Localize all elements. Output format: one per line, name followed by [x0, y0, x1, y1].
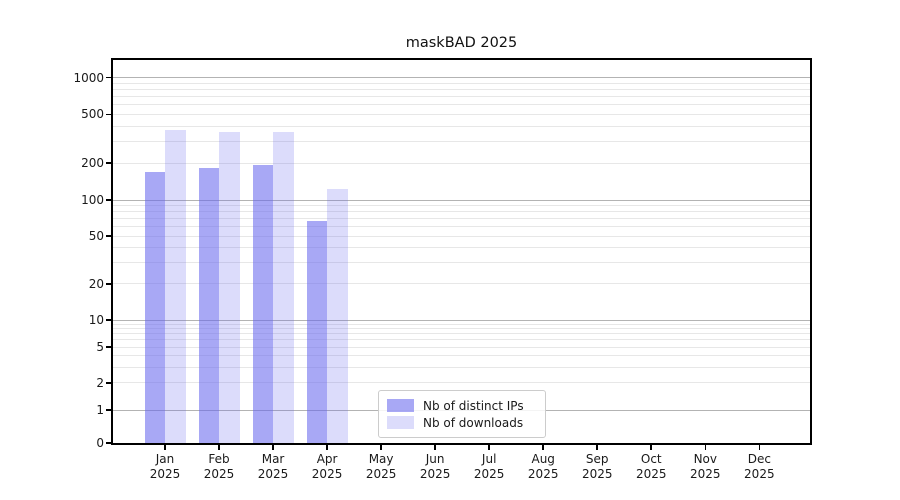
gridline-minor-30 [113, 262, 810, 264]
gridline-minor-7 [113, 333, 810, 335]
y-tick-label-0: 0 [96, 436, 104, 450]
gridline-minor-300 [113, 141, 810, 143]
y-tick-mark-20 [106, 283, 111, 285]
x-tick-label-dec: Dec 2025 [744, 452, 775, 481]
x-tick-label-sep: Sep 2025 [581, 452, 613, 481]
gridline-minor-500 [113, 113, 810, 115]
gridline-minor-900 [113, 82, 810, 84]
y-tick-label-1: 1 [96, 403, 104, 417]
gridline-minor-700 [113, 95, 810, 97]
legend-item-distinct-ips: Nb of distinct IPs [387, 397, 537, 414]
y-tick-label-100: 100 [81, 193, 104, 207]
legend-item-downloads: Nb of downloads [387, 414, 537, 431]
y-tick-label-20: 20 [88, 276, 104, 291]
y-tick-label-50: 50 [88, 229, 104, 244]
gridline-major-10 [113, 319, 810, 321]
legend-swatch-distinct-ips [387, 399, 414, 412]
y-tick-label-500: 500 [81, 107, 104, 122]
gridline-minor-2 [113, 382, 810, 384]
gridline-minor-200 [113, 162, 810, 164]
y-tick-mark-0 [106, 442, 111, 444]
x-tick-label-feb: Feb 2025 [203, 452, 235, 481]
x-tick-mark-jun [434, 445, 436, 450]
gridline-major-100 [113, 199, 810, 201]
y-tick-label-5: 5 [96, 340, 104, 355]
gridline-minor-3 [113, 366, 810, 368]
y-tick-mark-1000 [106, 76, 111, 79]
x-tick-mark-aug [542, 445, 544, 450]
x-tick-mark-nov [704, 445, 707, 450]
bar-downloads-feb [219, 132, 240, 443]
x-tick-mark-oct [650, 445, 653, 450]
chart-title: maskBAD 2025 [405, 35, 518, 51]
y-tick-label-10: 10 [88, 313, 104, 327]
y-tick-label-2: 2 [96, 375, 104, 390]
gridline-minor-4 [113, 355, 810, 357]
plot-area: Nb of distinct IPs Nb of downloads [111, 58, 812, 445]
x-tick-mark-mar [272, 445, 274, 450]
gridline-minor-70 [113, 218, 810, 220]
y-tick-mark-200 [106, 162, 111, 164]
gridline-minor-5 [113, 346, 810, 348]
x-tick-mark-may [380, 445, 382, 450]
y-tick-mark-1 [106, 409, 111, 411]
x-tick-label-jun: Jun 2025 [419, 452, 451, 481]
x-tick-label-jul: Jul 2025 [473, 452, 505, 481]
bar-distinct-ips-feb [198, 168, 220, 443]
gridline-minor-6 [113, 339, 810, 341]
x-tick-label-mar: Mar 2025 [257, 452, 289, 481]
gridline-minor-90 [113, 204, 810, 206]
x-tick-label-apr: Apr 2025 [311, 452, 343, 481]
y-tick-mark-50 [106, 235, 111, 237]
legend-swatch-downloads [387, 416, 414, 429]
x-tick-label-aug: Aug 2025 [527, 452, 559, 481]
y-tick-mark-500 [106, 113, 111, 116]
gridline-minor-800 [113, 88, 810, 90]
x-tick-mark-apr [326, 445, 328, 450]
x-tick-mark-jan [164, 445, 166, 450]
x-tick-label-nov: Nov 2025 [690, 452, 721, 481]
legend-label-downloads: Nb of downloads [423, 415, 524, 430]
x-tick-label-may: May 2025 [365, 452, 397, 481]
y-tick-mark-5 [106, 346, 111, 348]
gridline-minor-400 [113, 125, 810, 127]
legend-label-distinct-ips: Nb of distinct IPs [423, 398, 524, 413]
gridline-minor-20 [113, 283, 810, 285]
x-tick-label-oct: Oct 2025 [635, 452, 667, 481]
gridline-minor-8 [113, 328, 810, 330]
gridline-major-1000 [113, 77, 810, 78]
x-tick-mark-jul [488, 445, 490, 450]
bar-distinct-ips-jan [144, 171, 165, 443]
gridline-minor-40 [113, 247, 810, 249]
x-tick-mark-feb [218, 445, 220, 450]
gridline-minor-50 [113, 235, 810, 237]
gridline-minor-600 [113, 104, 810, 106]
x-tick-mark-dec [758, 445, 761, 450]
bar-downloads-apr [327, 189, 348, 443]
bar-downloads-mar [273, 132, 294, 443]
bar-distinct-ips-apr [306, 220, 328, 443]
y-tick-mark-2 [106, 382, 111, 384]
y-tick-label-1000: 1000 [73, 70, 104, 85]
x-tick-mark-sep [596, 445, 599, 450]
y-tick-mark-100 [106, 199, 111, 201]
bar-distinct-ips-mar [252, 165, 274, 443]
x-tick-label-jan: Jan 2025 [149, 452, 181, 481]
legend: Nb of distinct IPs Nb of downloads [378, 390, 546, 438]
bar-downloads-jan [165, 130, 186, 443]
gridline-minor-60 [113, 226, 810, 228]
plot-inner: Nb of distinct IPs Nb of downloads [113, 60, 810, 443]
gridline-minor-80 [113, 211, 810, 213]
gridline-minor-9 [113, 323, 810, 325]
y-tick-mark-10 [106, 319, 111, 321]
y-tick-label-200: 200 [81, 156, 104, 171]
